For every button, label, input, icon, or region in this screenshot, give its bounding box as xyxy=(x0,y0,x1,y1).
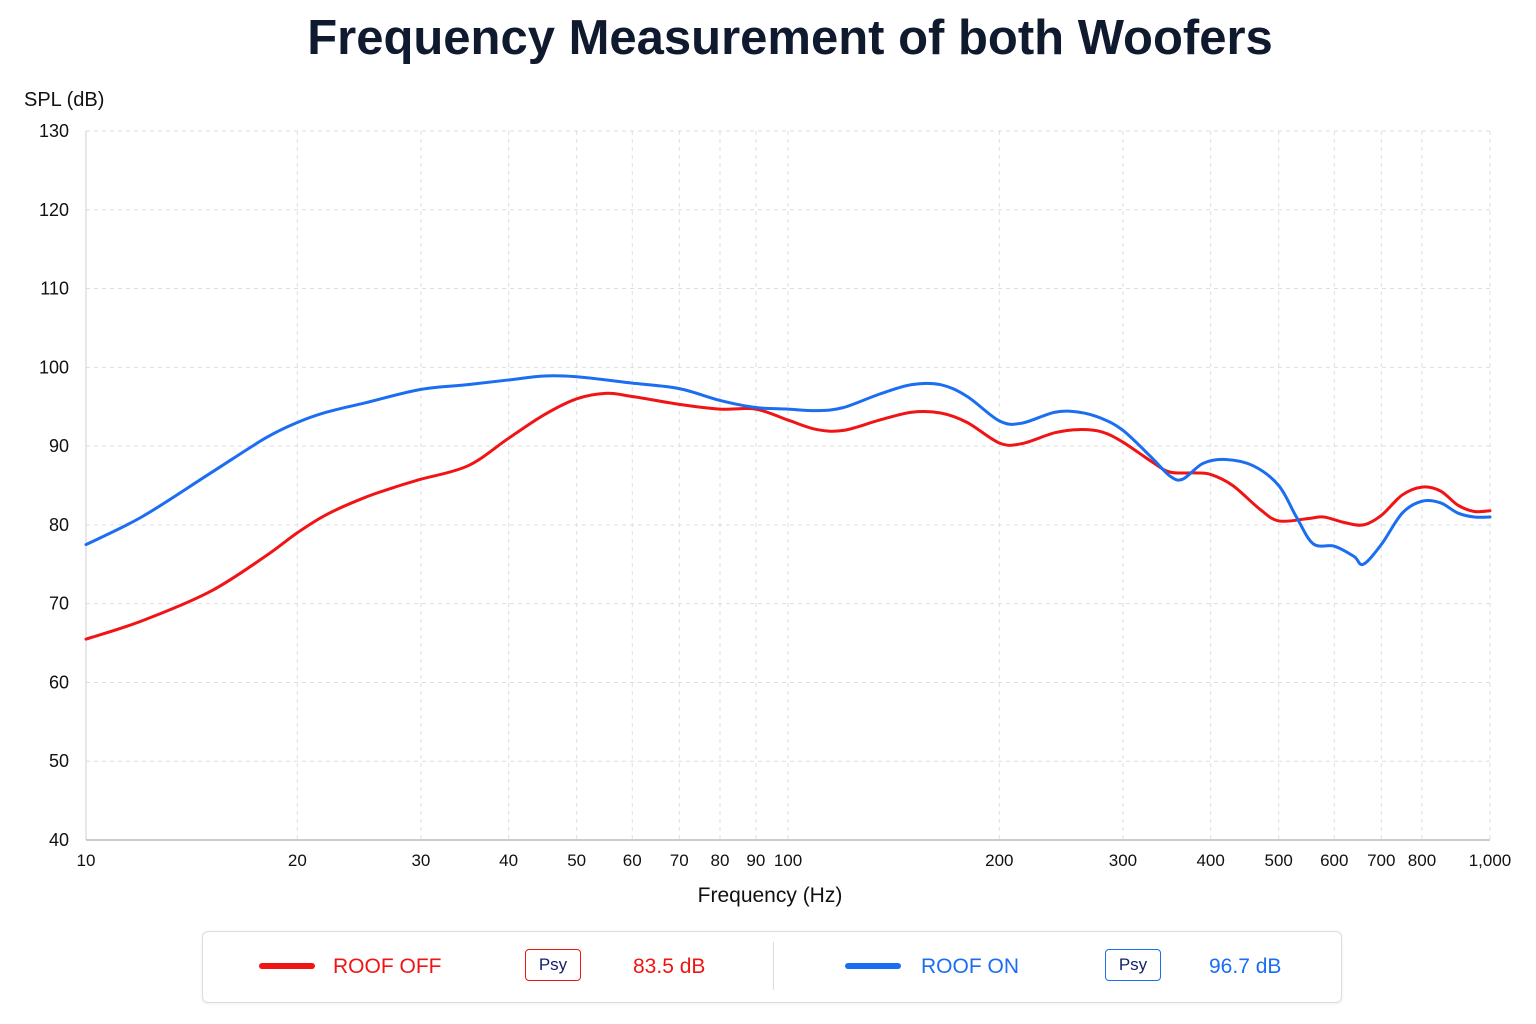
y-tick-label: 60 xyxy=(49,672,69,692)
y-tick-label: 110 xyxy=(40,279,69,299)
x-tick-label: 100 xyxy=(774,851,802,870)
x-tick-label: 10 xyxy=(77,851,96,870)
y-tick-label: 80 xyxy=(49,515,69,535)
x-tick-label: 400 xyxy=(1196,851,1224,870)
x-tick-label: 1,000 xyxy=(1469,851,1512,870)
y-tick-labels: 130 120 110 100 90 80 70 60 50 40 xyxy=(39,121,69,850)
legend: ROOF OFF Psy 83.5 dB ROOF ON Psy 96.7 dB xyxy=(202,931,1342,1003)
legend-divider xyxy=(773,942,774,990)
y-axis-label: SPL (dB) xyxy=(24,89,105,111)
x-tick-label: 40 xyxy=(499,851,518,870)
legend-item-roof-on[interactable]: ROOF ON Psy 96.7 dB xyxy=(785,932,1354,1002)
x-tick-label: 30 xyxy=(411,851,430,870)
legend-label-roof-off: ROOF OFF xyxy=(333,955,442,978)
x-tick-label: 70 xyxy=(670,851,689,870)
legend-swatch-roof-on xyxy=(845,963,901,969)
x-tick-label: 600 xyxy=(1320,851,1348,870)
y-tick-label: 50 xyxy=(49,751,69,771)
legend-value-roof-on: 96.7 dB xyxy=(1209,955,1282,978)
y-tick-label: 100 xyxy=(39,357,69,377)
chart-title: Frequency Measurement of both Woofers xyxy=(307,11,1273,65)
x-axis-label: Frequency (Hz) xyxy=(697,884,843,907)
x-tick-label: 500 xyxy=(1264,851,1292,870)
psy-badge-roof-on[interactable]: Psy xyxy=(1105,949,1161,981)
series-line-roof-on xyxy=(84,374,1492,567)
chart-grid xyxy=(85,130,1491,840)
y-tick-label: 90 xyxy=(49,436,69,456)
x-tick-label: 90 xyxy=(746,851,765,870)
y-tick-label: 130 xyxy=(39,121,69,141)
x-tick-label: 50 xyxy=(567,851,586,870)
series-lines xyxy=(84,374,1492,641)
chart-axes xyxy=(85,131,1490,841)
legend-label-roof-on: ROOF ON xyxy=(921,955,1019,978)
legend-swatch-roof-off xyxy=(259,963,315,969)
x-tick-label: 700 xyxy=(1367,851,1395,870)
x-tick-label: 80 xyxy=(711,851,730,870)
x-tick-label: 800 xyxy=(1408,851,1436,870)
legend-value-roof-off: 83.5 dB xyxy=(633,955,706,978)
series-line-roof-off xyxy=(84,391,1492,641)
x-tick-label: 60 xyxy=(623,851,642,870)
legend-item-roof-off[interactable]: ROOF OFF Psy 83.5 dB xyxy=(203,932,772,1002)
x-tick-label: 200 xyxy=(985,851,1013,870)
x-tick-labels: 10 20 30 40 50 60 70 80 90 100 200 300 400 500 600 700 8… xyxy=(77,851,1512,870)
x-tick-label: 300 xyxy=(1109,851,1137,870)
psy-badge-roof-off[interactable]: Psy xyxy=(525,949,581,981)
y-tick-label: 120 xyxy=(39,200,69,220)
y-tick-label: 40 xyxy=(49,830,69,850)
y-tick-label: 70 xyxy=(49,594,69,614)
x-tick-label: 20 xyxy=(288,851,307,870)
